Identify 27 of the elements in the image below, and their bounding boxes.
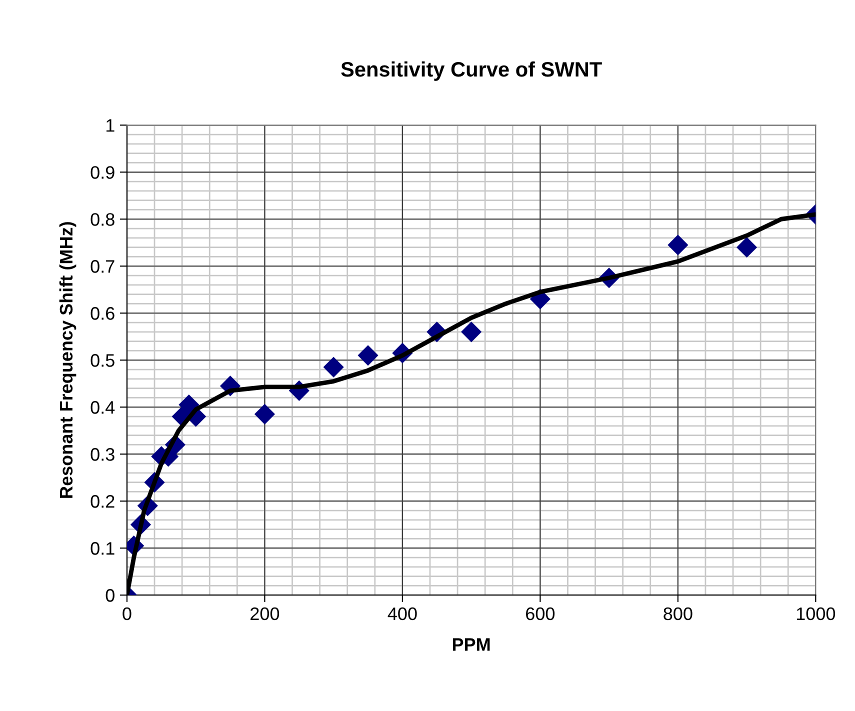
point — [358, 345, 378, 366]
x-axis-title: PPM — [452, 638, 490, 651]
point — [254, 404, 276, 424]
x-tick-label: 0 — [122, 607, 132, 620]
y-tick-label: 0.3 — [90, 448, 114, 461]
x-tick-label: 400 — [388, 607, 417, 620]
chart-title: Sensitivity Curve of SWNT — [341, 61, 602, 81]
point — [668, 234, 688, 256]
x-tick-label: 1000 — [796, 607, 836, 620]
y-tick-label: 0.1 — [90, 542, 114, 555]
y-tick-label: 0.7 — [90, 260, 114, 273]
y-tick-label: 1 — [106, 119, 114, 132]
point — [736, 237, 758, 258]
y-tick-label: 0.6 — [90, 307, 114, 320]
x-tick-label: 800 — [664, 607, 692, 620]
y-axis-title: Resonant Frequency Shift (MHz) — [59, 222, 76, 498]
x-tick-label: 200 — [250, 607, 280, 620]
y-tick-label: 0.5 — [90, 354, 114, 367]
y-tick-label: 0.4 — [90, 401, 115, 414]
y-tick-label: 0.8 — [90, 213, 114, 226]
point — [461, 322, 482, 342]
point — [178, 394, 200, 416]
point — [323, 356, 344, 378]
y-tick-label: 0.9 — [90, 166, 114, 179]
y-tick-label: 0.2 — [90, 495, 114, 508]
x-tick-label: 600 — [526, 607, 555, 620]
y-tick-label: 0 — [106, 589, 114, 602]
